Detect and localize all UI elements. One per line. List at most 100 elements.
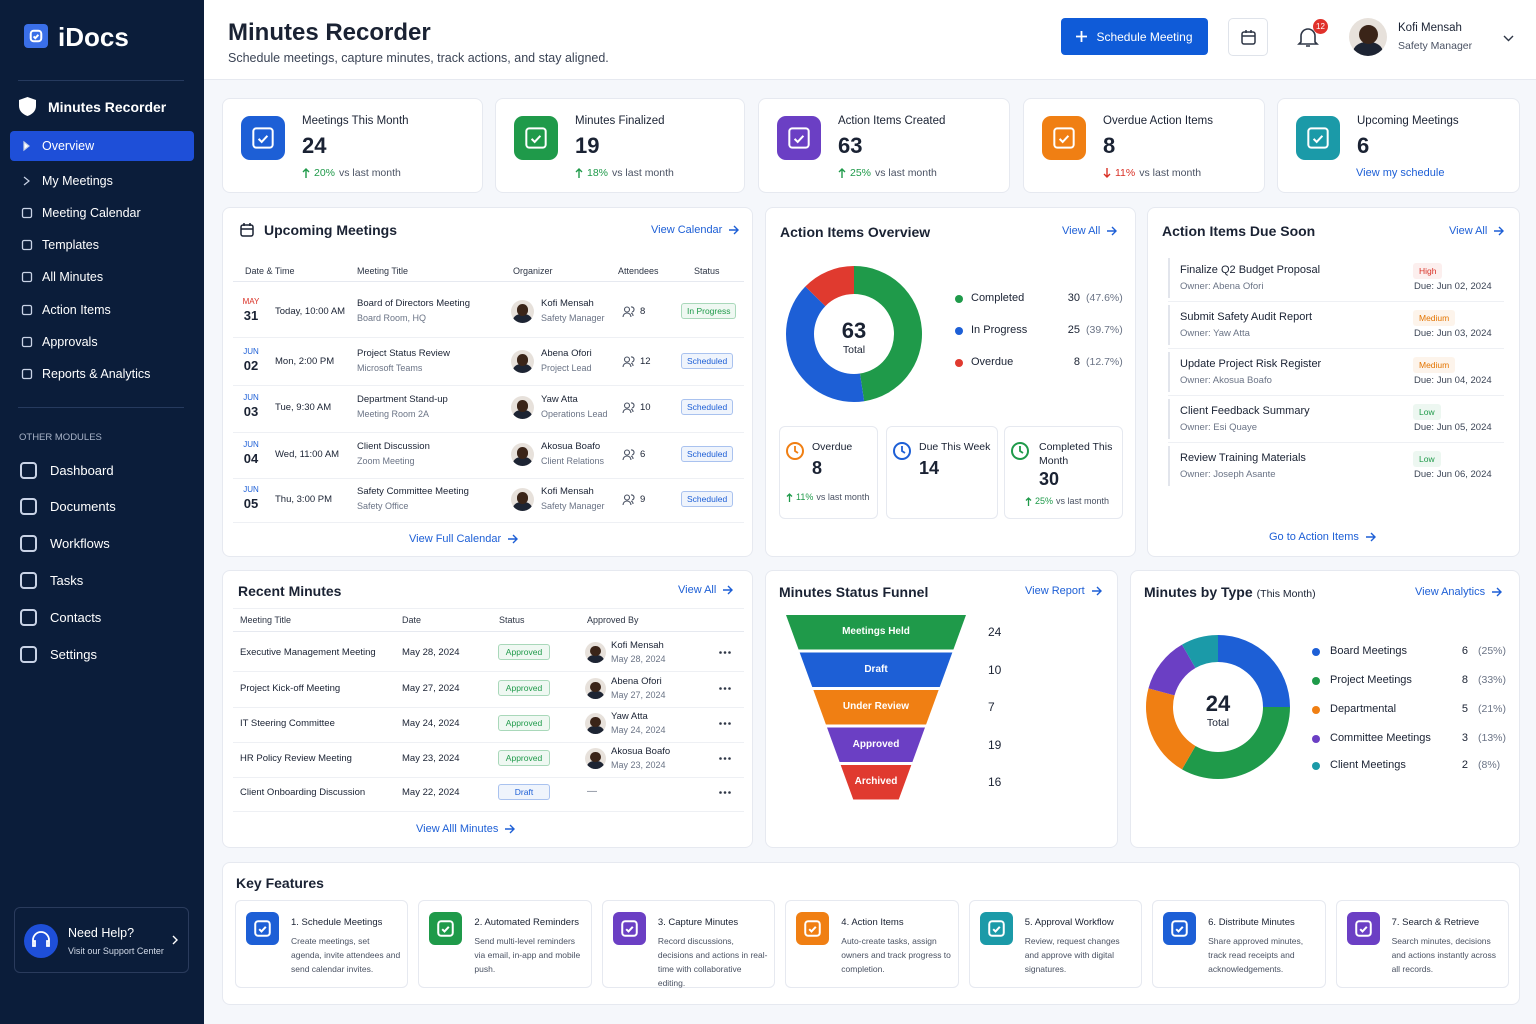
upcoming-meetings: Upcoming Meetings View Calendar Date & Tim…: [222, 207, 753, 557]
feature-title: 7. Search & Retrieve: [1391, 917, 1480, 928]
stat-link[interactable]: View my schedule: [1356, 167, 1445, 179]
approver-name: Yaw Atta: [611, 711, 648, 722]
link[interactable]: View Calendar: [651, 224, 740, 236]
link[interactable]: View All: [678, 584, 734, 596]
nav-item[interactable]: All Minutes: [10, 262, 194, 292]
minutes-title: Executive Management Meeting: [240, 647, 376, 658]
arrow-icon: [508, 534, 519, 544]
nav-item[interactable]: Action Items: [10, 295, 194, 325]
more-menu[interactable]: [719, 687, 731, 690]
nav-item[interactable]: Overview: [10, 131, 194, 161]
feature-icon: [429, 912, 463, 945]
arrow-shape: [302, 168, 310, 178]
more-menu[interactable]: [719, 791, 731, 794]
icon-glyph: [804, 920, 822, 937]
stat-label: Upcoming Meetings: [1357, 115, 1459, 127]
calendar-button[interactable]: [1228, 18, 1268, 56]
funnel-label: Archived: [854, 776, 898, 787]
stat-card: Meetings This Month 24 20% vs last month: [222, 98, 483, 193]
status-badge: Approved: [498, 644, 550, 660]
module-item[interactable]: Workflows: [18, 533, 194, 555]
people: [622, 306, 635, 318]
table-header: [233, 256, 744, 282]
stat-change: 11% vs last month: [1103, 167, 1201, 179]
row-divider: [1168, 301, 1504, 302]
nav-label: Templates: [42, 238, 99, 252]
user-name: Kofi Mensah: [1398, 22, 1462, 34]
more-menu[interactable]: [719, 651, 731, 654]
dot: [719, 757, 722, 760]
more-menu[interactable]: [719, 722, 731, 725]
nav-item[interactable]: Reports & Analytics: [10, 359, 194, 389]
nav-glyph: [21, 271, 33, 283]
panel-title: Key Features: [236, 875, 324, 891]
approver-avatar: [585, 713, 606, 734]
date-day: 31: [243, 308, 259, 323]
funnel-label: Draft: [864, 663, 888, 675]
link[interactable]: View Analytics: [1415, 586, 1503, 598]
panel-title: Upcoming Meetings: [264, 222, 398, 238]
user-chevron[interactable]: [1503, 35, 1514, 42]
schedule-button[interactable]: Schedule Meeting: [1061, 18, 1208, 55]
change-note: vs last month: [339, 167, 401, 179]
module-item[interactable]: Settings: [18, 644, 194, 666]
funnel-value: 10: [988, 662, 1002, 677]
column-header: Status: [499, 615, 525, 625]
help-box[interactable]: Need Help? Visit our Support Center: [14, 907, 189, 973]
link-text: View Alll Minutes: [416, 823, 499, 835]
divider: [18, 80, 184, 81]
shield: [19, 97, 36, 116]
feature-card: 7. Search & Retrieve Search minutes, deci…: [1335, 900, 1509, 988]
legend-share: (33%): [1478, 674, 1507, 686]
link-text: View All: [678, 584, 717, 596]
approved-on: May 28, 2024: [611, 654, 666, 664]
module-item[interactable]: Contacts: [18, 607, 194, 629]
link[interactable]: Go to Action Items: [1269, 531, 1376, 543]
status-badge: Scheduled: [681, 399, 734, 415]
nav-label: Meeting Calendar: [42, 206, 141, 220]
nav-icon: [21, 207, 33, 219]
link[interactable]: View All: [1062, 225, 1118, 237]
legend-dot: [955, 295, 963, 303]
date-month: JUN: [243, 485, 259, 494]
priority-badge: Medium: [1413, 310, 1456, 326]
nav-glyph: [21, 207, 33, 219]
status-badge: Scheduled: [681, 353, 734, 369]
people: [622, 494, 635, 506]
link[interactable]: View Full Calendar: [409, 533, 519, 545]
nav-label: Reports & Analytics: [42, 367, 151, 381]
meeting-location: Safety Office: [357, 501, 409, 511]
donut-total: 63: [841, 318, 867, 343]
legend-value: 8: [1461, 674, 1468, 686]
help-bg: [24, 924, 58, 958]
module-label: Contacts: [50, 610, 102, 625]
arrow-shape: [575, 168, 583, 178]
link[interactable]: View Alll Minutes: [416, 823, 516, 835]
nav-item[interactable]: Meeting Calendar: [10, 198, 194, 228]
nav-item[interactable]: Approvals: [10, 327, 194, 357]
nav-item[interactable]: My Meetings: [10, 166, 194, 196]
stat-value: 63: [838, 133, 863, 158]
section-title: Minutes Recorder: [48, 99, 167, 115]
icon-glyph: [808, 926, 817, 933]
chevron: [172, 935, 178, 945]
module-item[interactable]: Tasks: [18, 570, 194, 592]
link[interactable]: View All: [1449, 225, 1505, 237]
module-item[interactable]: Documents: [18, 496, 194, 518]
people: [622, 356, 635, 368]
donut-total: 24: [1205, 691, 1231, 716]
icon-bg: [429, 912, 463, 945]
nav-item[interactable]: Templates: [10, 230, 194, 260]
organizer-role: Safety Manager: [541, 501, 605, 511]
more-menu[interactable]: [719, 757, 731, 760]
change-value: 18%: [587, 167, 609, 179]
module-item[interactable]: Dashboard: [18, 460, 194, 482]
icon-glyph: [252, 127, 274, 149]
link-text: View Analytics: [1415, 586, 1486, 598]
time: Today, 10:00 AM: [275, 306, 346, 317]
funnel-chart: [786, 615, 966, 800]
bell-icon[interactable]: [1297, 26, 1319, 48]
nav-label: Action Items: [42, 303, 111, 317]
link[interactable]: View Report: [1025, 585, 1102, 597]
